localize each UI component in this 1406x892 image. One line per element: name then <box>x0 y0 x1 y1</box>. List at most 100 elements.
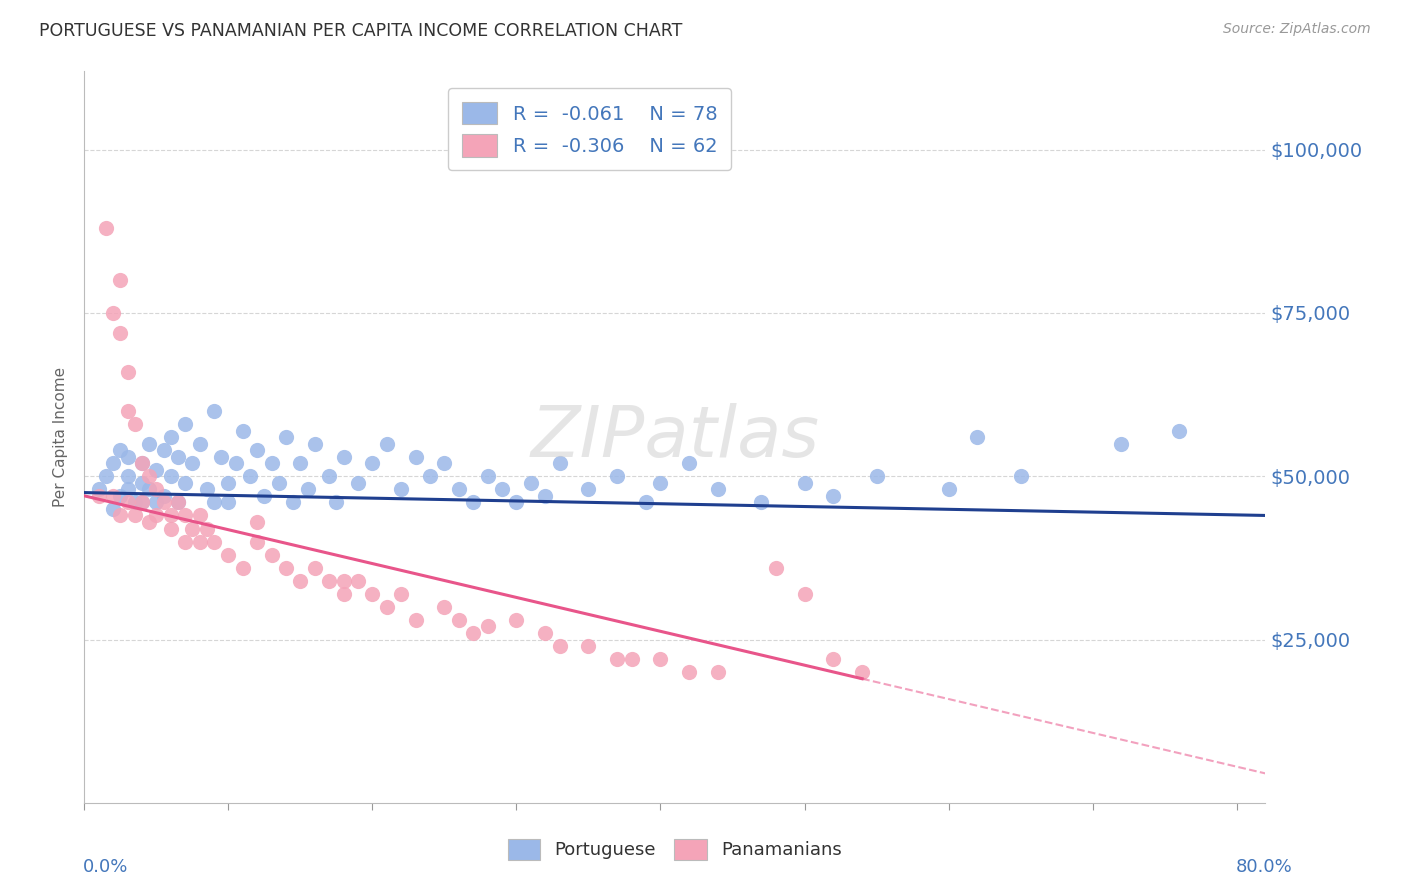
Point <box>124 508 146 523</box>
Point <box>477 469 499 483</box>
Point <box>202 404 225 418</box>
Point <box>110 508 132 523</box>
Text: Source: ZipAtlas.com: Source: ZipAtlas.com <box>1223 22 1371 37</box>
Text: 80.0%: 80.0% <box>1236 858 1292 876</box>
Point <box>174 508 197 523</box>
Point <box>117 365 139 379</box>
Point <box>225 456 247 470</box>
Point <box>131 495 153 509</box>
Point <box>152 489 174 503</box>
Text: PORTUGUESE VS PANAMANIAN PER CAPITA INCOME CORRELATION CHART: PORTUGUESE VS PANAMANIAN PER CAPITA INCO… <box>39 22 683 40</box>
Point <box>209 450 232 464</box>
Point <box>606 652 628 666</box>
Point <box>534 489 557 503</box>
Point <box>433 599 456 614</box>
Point <box>823 489 845 503</box>
Point <box>1010 469 1032 483</box>
Point <box>290 456 312 470</box>
Point <box>195 483 218 497</box>
Point <box>117 404 139 418</box>
Point <box>188 534 211 549</box>
Point <box>520 475 543 490</box>
Point <box>678 456 700 470</box>
Point <box>117 483 139 497</box>
Point <box>290 574 312 588</box>
Point <box>101 306 124 320</box>
Point <box>101 502 124 516</box>
Point <box>232 560 254 574</box>
Point <box>707 483 730 497</box>
Point <box>131 475 153 490</box>
Point <box>131 456 153 470</box>
Point <box>124 417 146 431</box>
Point <box>246 534 269 549</box>
Point <box>793 587 815 601</box>
Point <box>1168 424 1191 438</box>
Point <box>145 463 167 477</box>
Point <box>253 489 276 503</box>
Point <box>117 495 139 509</box>
Point <box>174 475 197 490</box>
Point <box>447 483 470 497</box>
Point <box>405 450 427 464</box>
Point <box>865 469 887 483</box>
Point <box>463 495 485 509</box>
Legend: Portuguese, Panamanians: Portuguese, Panamanians <box>501 831 849 867</box>
Point <box>239 469 262 483</box>
Point <box>138 515 160 529</box>
Point <box>332 587 354 601</box>
Point <box>707 665 730 680</box>
Point <box>297 483 319 497</box>
Point <box>159 469 181 483</box>
Point <box>505 495 527 509</box>
Point <box>447 613 470 627</box>
Point <box>304 560 326 574</box>
Point <box>110 489 132 503</box>
Point <box>217 548 239 562</box>
Point <box>332 574 354 588</box>
Point <box>361 587 384 601</box>
Point <box>159 430 181 444</box>
Point <box>174 534 197 549</box>
Point <box>283 495 305 509</box>
Point <box>145 508 167 523</box>
Point <box>318 574 340 588</box>
Point <box>181 521 204 535</box>
Point <box>650 475 672 490</box>
Point <box>606 469 628 483</box>
Point <box>87 483 110 497</box>
Point <box>195 521 218 535</box>
Point <box>145 483 167 497</box>
Point <box>217 475 239 490</box>
Point <box>548 456 571 470</box>
Point <box>534 626 557 640</box>
Point <box>749 495 772 509</box>
Point <box>246 443 269 458</box>
Point <box>174 417 197 431</box>
Point <box>419 469 441 483</box>
Point <box>181 456 204 470</box>
Point <box>110 443 132 458</box>
Point <box>202 534 225 549</box>
Point <box>138 483 160 497</box>
Text: ZIPatlas: ZIPatlas <box>530 402 820 472</box>
Y-axis label: Per Capita Income: Per Capita Income <box>53 367 69 508</box>
Point <box>505 613 527 627</box>
Point <box>389 483 412 497</box>
Point <box>117 450 139 464</box>
Point <box>232 424 254 438</box>
Point <box>87 489 110 503</box>
Point <box>138 469 160 483</box>
Point <box>578 639 600 653</box>
Point <box>938 483 960 497</box>
Point <box>823 652 845 666</box>
Point <box>304 436 326 450</box>
Point <box>101 489 124 503</box>
Point <box>131 456 153 470</box>
Point <box>152 495 174 509</box>
Point <box>578 483 600 497</box>
Point <box>260 456 283 470</box>
Point <box>966 430 988 444</box>
Point <box>636 495 658 509</box>
Point <box>477 619 499 633</box>
